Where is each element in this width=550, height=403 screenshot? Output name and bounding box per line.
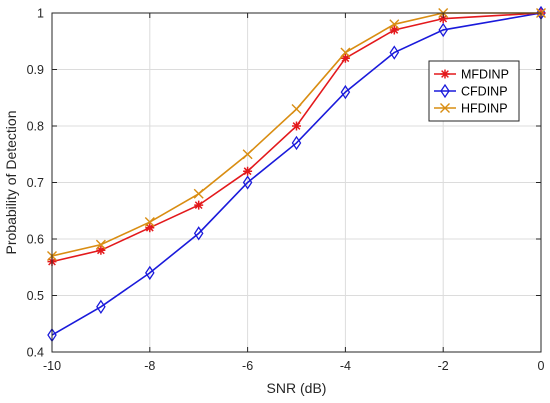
asterisk-marker bbox=[440, 69, 450, 79]
series-cfdinp bbox=[47, 5, 546, 343]
x-marker bbox=[242, 149, 253, 160]
diamond-marker bbox=[438, 22, 448, 38]
x-marker bbox=[95, 239, 106, 250]
legend-item-mfdinp: MFDINP bbox=[434, 68, 509, 82]
diamond-marker bbox=[389, 45, 400, 60]
x-tick-label: -6 bbox=[242, 359, 253, 373]
y-tick-label: 0.7 bbox=[27, 176, 44, 190]
series-mfdinp bbox=[47, 8, 546, 267]
x-tick-label: -2 bbox=[438, 359, 449, 373]
asterisk-marker bbox=[145, 223, 155, 233]
legend-label: MFDINP bbox=[461, 68, 509, 82]
series-line bbox=[51, 12, 542, 336]
series-layer bbox=[47, 5, 546, 343]
asterisk-marker bbox=[194, 200, 204, 210]
y-tick-label: 1 bbox=[37, 7, 44, 21]
legend-item-hfdinp: HFDINP bbox=[434, 102, 508, 116]
asterisk-marker bbox=[438, 14, 448, 24]
y-tick-label: 0.4 bbox=[27, 346, 44, 360]
tick-layer: -10 -8 -6 -4 -2 0 0.4 0.5 0.6 0.7 0.8 0.9 1 bbox=[27, 7, 545, 374]
series-line bbox=[51, 12, 542, 263]
x-marker bbox=[193, 188, 204, 199]
x-marker bbox=[389, 19, 400, 30]
asterisk-marker bbox=[292, 121, 301, 131]
y-tick-label: 0.8 bbox=[27, 120, 44, 134]
diamond-marker bbox=[291, 135, 302, 151]
legend-label: HFDINP bbox=[461, 102, 508, 116]
diamond-marker bbox=[440, 83, 450, 99]
y-axis-label: Probability of Detection bbox=[3, 111, 19, 255]
x-marker bbox=[144, 217, 155, 228]
x-tick-label: 0 bbox=[538, 359, 545, 373]
asterisk-marker bbox=[389, 25, 399, 35]
x-marker bbox=[340, 47, 351, 58]
legend: MFDINP CFDINP HFDINP bbox=[428, 60, 520, 122]
diamond-marker bbox=[340, 84, 351, 100]
legend-item-cfdinp: CFDINP bbox=[434, 83, 508, 99]
y-tick-label: 0.5 bbox=[27, 289, 44, 303]
diamond-marker bbox=[193, 226, 204, 241]
x-tick-label: -4 bbox=[340, 359, 351, 373]
asterisk-marker bbox=[96, 245, 106, 255]
diamond-marker bbox=[96, 299, 106, 314]
series-line bbox=[51, 12, 541, 257]
asterisk-marker bbox=[340, 53, 350, 63]
x-tick-label: -8 bbox=[144, 359, 155, 373]
x-axis-label: SNR (dB) bbox=[267, 380, 327, 396]
asterisk-marker bbox=[243, 166, 253, 176]
y-tick-label: 0.6 bbox=[27, 233, 44, 247]
x-marker bbox=[291, 104, 302, 115]
diamond-marker bbox=[242, 175, 253, 190]
x-marker bbox=[440, 103, 450, 113]
diamond-marker bbox=[145, 265, 155, 281]
legend-label: CFDINP bbox=[461, 85, 508, 99]
y-tick-label: 0.9 bbox=[27, 63, 44, 77]
x-tick-label: -10 bbox=[43, 359, 61, 373]
